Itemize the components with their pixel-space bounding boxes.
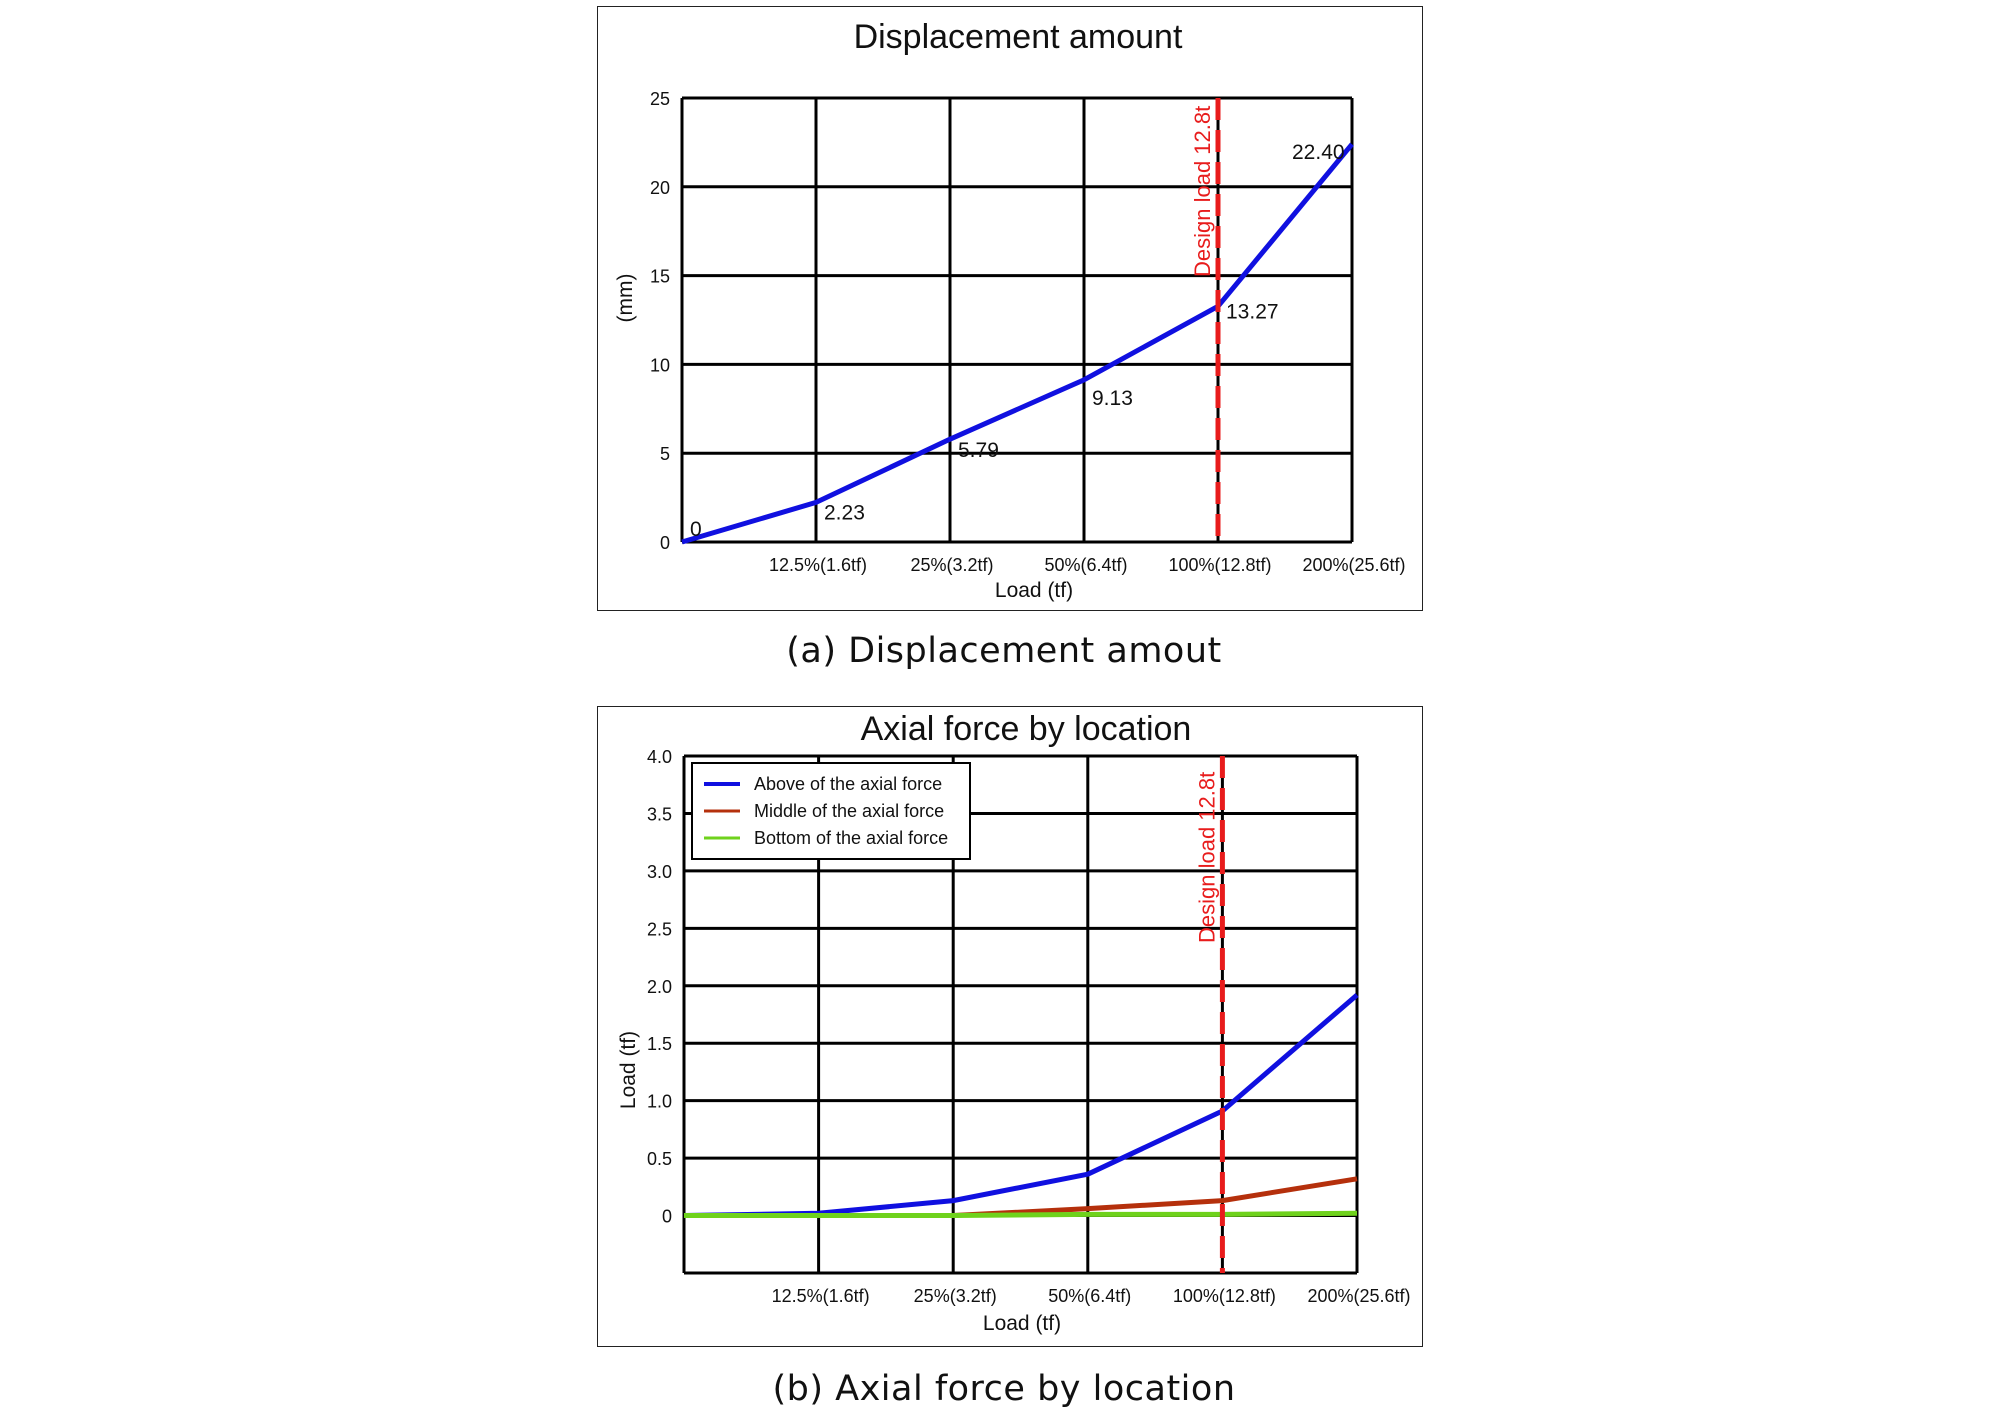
data-label: 22.40: [1292, 141, 1345, 164]
y-tick-label: 2.5: [647, 919, 672, 939]
y-tick-label: 3.0: [647, 862, 672, 882]
displacement-chart-panel: Displacement amount 0 5 10 15 20 25 12.5%(1.6tf…: [597, 6, 1423, 611]
caption-axial-force: (b) Axial force by location: [772, 1369, 1236, 1409]
x-axis-label: Load (tf): [983, 1312, 1061, 1335]
x-tick-label: 25%(3.2tf): [914, 1286, 997, 1306]
data-label: 0: [690, 518, 702, 541]
y-tick-label: 20: [650, 178, 670, 198]
data-label: 13.27: [1226, 300, 1279, 323]
y-tick-label: 10: [650, 355, 670, 375]
axial-force-chart: Axial force by location 0 0.5 1.0 1.5 2.0 2.5 3…: [617, 710, 1411, 1335]
y-tick-label: 15: [650, 267, 670, 287]
y-tick-label: 5: [660, 444, 670, 464]
chart-title: Displacement amount: [854, 18, 1183, 56]
y-tick-label: 0.5: [647, 1149, 672, 1169]
y-tick-label: 0: [662, 1207, 672, 1227]
y-axis-label: (mm): [614, 274, 637, 323]
data-label: 9.13: [1092, 387, 1133, 410]
x-tick-label: 12.5%(1.6tf): [772, 1286, 870, 1306]
series-line-1: [683, 993, 1359, 1219]
chart-title: Axial force by location: [861, 710, 1192, 748]
x-tick-label: 50%(6.4tf): [1048, 1286, 1131, 1306]
legend-label-3: Bottom of the axial force: [754, 828, 948, 848]
caption-displacement: (a) Displacement amout: [786, 631, 1222, 671]
legend-label-2: Middle of the axial force: [754, 801, 944, 821]
x-axis-label: Load (tf): [995, 579, 1073, 602]
x-tick-label: 200%(25.6tf): [1307, 1286, 1410, 1306]
axial-force-chart-panel: Axial force by location 0 0.5 1.0 1.5 2.0 2.5 3…: [597, 706, 1423, 1347]
y-tick-label: 0: [660, 533, 670, 553]
series-line-2: [684, 1176, 1358, 1219]
y-tick-label: 1.5: [647, 1034, 672, 1054]
y-tick-label: 25: [650, 89, 670, 109]
design-load-label: Design load 12.8t: [1194, 772, 1219, 943]
y-axis-label: Load (tf): [617, 1031, 640, 1109]
series-line-1: [681, 142, 1354, 545]
design-load-label: Design load 12.8t: [1190, 106, 1215, 277]
legend-label-1: Above of the axial force: [754, 774, 942, 794]
x-tick-label: 50%(6.4tf): [1044, 555, 1127, 575]
y-tick-label: 4.0: [647, 747, 672, 767]
y-tick-label: 1.0: [647, 1092, 672, 1112]
series-line-3: [684, 1210, 1358, 1219]
x-tick-label: 200%(25.6tf): [1302, 555, 1405, 575]
y-tick-label: 3.5: [647, 804, 672, 824]
y-tick-label: 2.0: [647, 977, 672, 997]
data-label: 2.23: [824, 501, 865, 524]
displacement-chart: Displacement amount 0 5 10 15 20 25 12.5%(1.6tf…: [614, 18, 1406, 602]
x-tick-label: 25%(3.2tf): [910, 555, 993, 575]
x-tick-label: 12.5%(1.6tf): [769, 555, 867, 575]
x-tick-label: 100%(12.8tf): [1168, 555, 1271, 575]
data-label: 5.79: [958, 439, 999, 462]
x-tick-label: 100%(12.8tf): [1173, 1286, 1276, 1306]
